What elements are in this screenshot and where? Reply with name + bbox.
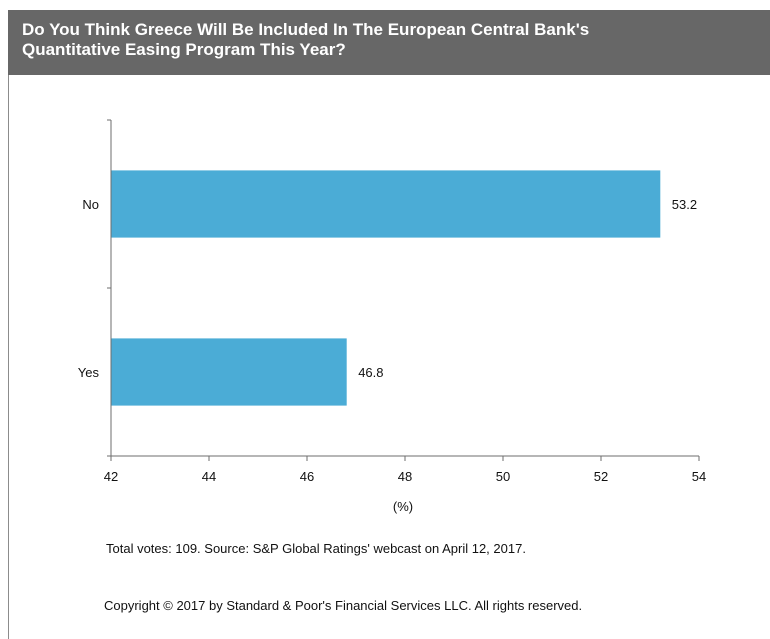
title-bar: Do You Think Greece Will Be Included In …: [8, 10, 770, 75]
bar-no: [111, 170, 661, 238]
chart-title-line-2: Quantitative Easing Program This Year?: [22, 40, 346, 59]
x-axis-ticks: 42 44 46 48 50 52 54: [104, 456, 706, 484]
copyright-note: Copyright © 2017 by Standard & Poor's Fi…: [104, 598, 583, 613]
x-axis-label: (%): [393, 499, 413, 514]
chart-bars: No 53.2 Yes 46.8: [78, 170, 697, 406]
bar-chart: No 53.2 Yes 46.8 42 44 46 48 50 52 54 (%): [78, 119, 706, 514]
bar-yes: [111, 338, 347, 406]
x-tick-label: 52: [594, 469, 608, 484]
x-tick-label: 48: [398, 469, 412, 484]
category-label: Yes: [78, 365, 100, 380]
category-label: No: [82, 197, 99, 212]
x-tick-label: 44: [202, 469, 216, 484]
source-note: Total votes: 109. Source: S&P Global Rat…: [106, 541, 526, 556]
chart-title-line-1: Do You Think Greece Will Be Included In …: [22, 20, 590, 39]
value-label: 46.8: [358, 365, 383, 380]
x-tick-label: 54: [692, 469, 706, 484]
x-tick-label: 50: [496, 469, 510, 484]
x-tick-label: 46: [300, 469, 314, 484]
value-label: 53.2: [672, 197, 697, 212]
chart-frame: [8, 10, 770, 639]
x-tick-label: 42: [104, 469, 118, 484]
